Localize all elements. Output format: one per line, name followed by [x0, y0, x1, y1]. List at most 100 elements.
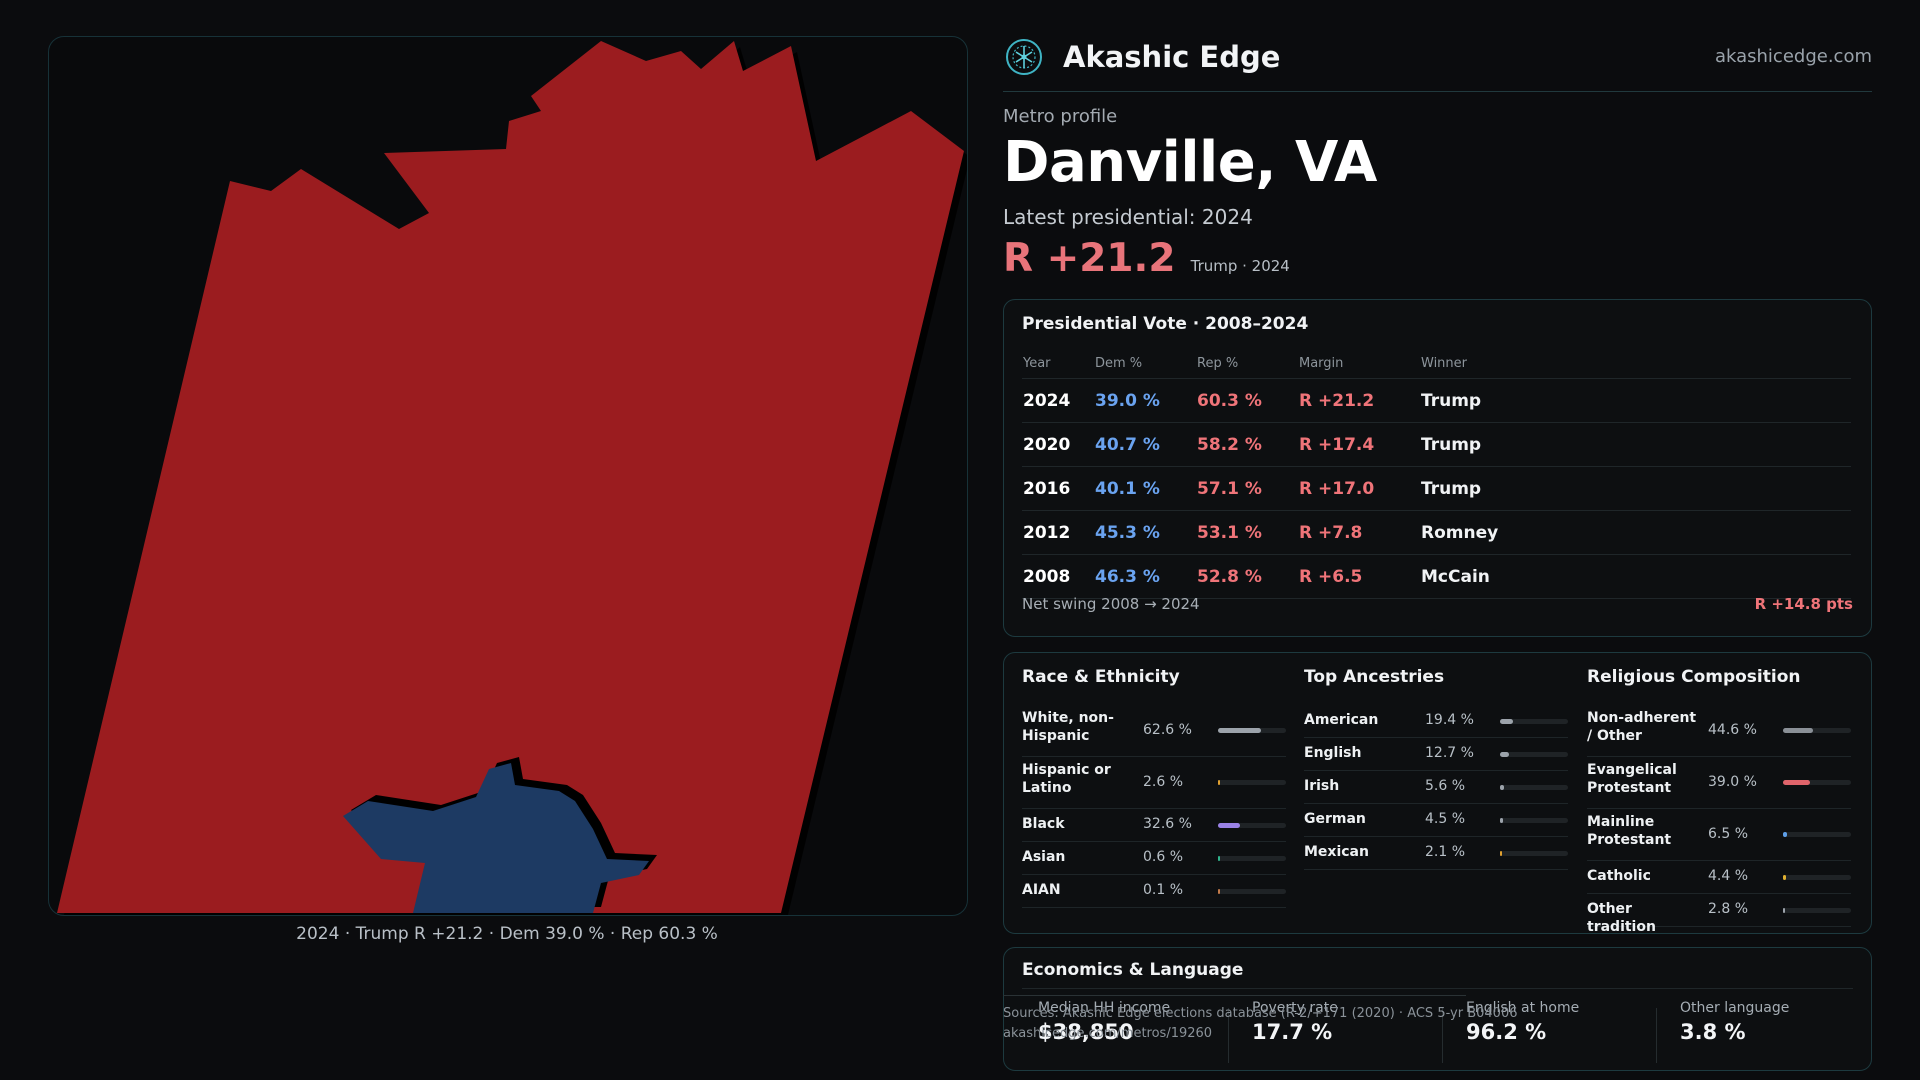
item-value: 6.5 % — [1708, 825, 1749, 842]
section-title: Top Ancestries — [1304, 667, 1445, 687]
share-bar — [1783, 874, 1851, 880]
demo-rows: White, non-Hispanic 62.6 % Hispanic or Lat… — [1022, 705, 1286, 908]
share-bar-fill — [1218, 855, 1220, 861]
site-domain-link[interactable]: akashicedge.com — [1714, 46, 1872, 67]
list-item[interactable]: Mainline Protestant 6.5 % — [1587, 809, 1851, 861]
cell-winner: McCain — [1420, 554, 1851, 599]
item-value: 19.4 % — [1425, 712, 1474, 728]
cell-dem: 40.1 % — [1094, 466, 1196, 511]
cell-margin: R +17.0 — [1298, 466, 1420, 511]
share-bar-fill — [1500, 784, 1504, 790]
cell-rep: 58.2 % — [1196, 422, 1298, 467]
presidential-vote-table: Year Dem % Rep % Margin Winner 2024 39.0… — [1022, 348, 1851, 599]
stat-divider — [1228, 1008, 1229, 1063]
item-label: Evangelical Protestant — [1587, 762, 1677, 796]
item-value: 44.6 % — [1708, 721, 1757, 738]
list-item[interactable]: Other tradition 2.8 % — [1587, 894, 1851, 935]
cell-winner: Trump — [1420, 378, 1851, 423]
akashic-logo-icon[interactable] — [1005, 38, 1043, 76]
list-item[interactable]: Irish 5.6 % — [1304, 771, 1568, 804]
stat-value: 3.8 % — [1680, 1020, 1746, 1044]
net-swing-label: Net swing 2008 → 2024 — [1022, 595, 1200, 613]
cell-margin: R +6.5 — [1298, 554, 1420, 599]
list-item[interactable]: White, non-Hispanic 62.6 % — [1022, 705, 1286, 757]
cell-rep: 57.1 % — [1196, 466, 1298, 511]
cell-rep: 53.1 % — [1196, 510, 1298, 555]
header-divider — [1003, 91, 1872, 92]
cell-winner: Trump — [1420, 422, 1851, 467]
item-value: 5.6 % — [1425, 778, 1466, 794]
stat-english-at-home: English at home 96.2 % — [1466, 1000, 1579, 1044]
item-value: 32.6 % — [1143, 816, 1192, 832]
item-value: 4.5 % — [1425, 811, 1466, 827]
share-bar — [1783, 907, 1851, 913]
table-row[interactable]: 2020 40.7 % 58.2 % R +17.4 Trump — [1022, 422, 1851, 467]
headline-margin: R +21.2 Trump · 2024 — [1003, 236, 1290, 281]
map-city-dem[interactable] — [343, 763, 649, 913]
stat-label: Other language — [1680, 1000, 1790, 1016]
stat-value: 96.2 % — [1466, 1020, 1547, 1044]
list-item[interactable]: Hispanic or Latino 2.6 % — [1022, 757, 1286, 809]
share-bar-fill — [1500, 751, 1509, 757]
brand-name[interactable]: Akashic Edge — [1063, 40, 1281, 74]
list-item[interactable]: Black 32.6 % — [1022, 809, 1286, 842]
table-header-row: Year Dem % Rep % Margin Winner — [1022, 348, 1851, 379]
cell-margin: R +21.2 — [1298, 378, 1420, 423]
list-item[interactable]: English 12.7 % — [1304, 738, 1568, 771]
item-label: Other tradition — [1587, 901, 1656, 935]
item-label: White, non-Hispanic — [1022, 710, 1114, 744]
share-bar-fill — [1783, 874, 1786, 880]
list-item[interactable]: AIAN 0.1 % — [1022, 875, 1286, 908]
item-label: Catholic — [1587, 868, 1651, 884]
table-row[interactable]: 2012 45.3 % 53.1 % R +7.8 Romney — [1022, 510, 1851, 555]
table-row[interactable]: 2024 39.0 % 60.3 % R +21.2 Trump — [1022, 378, 1851, 423]
share-bar-fill — [1783, 780, 1810, 785]
table-row[interactable]: 2016 40.1 % 57.1 % R +17.0 Trump — [1022, 466, 1851, 511]
net-swing-row: Net swing 2008 → 2024 R +14.8 pts — [1022, 595, 1853, 613]
cell-year: 2012 — [1022, 510, 1094, 555]
share-bar-fill — [1783, 832, 1788, 837]
list-item[interactable]: Evangelical Protestant 39.0 % — [1587, 757, 1851, 809]
share-bar-fill — [1218, 728, 1261, 733]
share-bar-fill — [1500, 817, 1504, 823]
list-item[interactable]: Non-adherent / Other 44.6 % — [1587, 705, 1851, 757]
sources-link[interactable]: akashicedge.com/metros/19260 — [1003, 1026, 1213, 1041]
item-value: 39.0 % — [1708, 773, 1757, 790]
demographics-card: Race & Ethnicity White, non-Hispanic 62.6… — [1003, 652, 1872, 935]
list-item[interactable]: Asian 0.6 % — [1022, 842, 1286, 875]
item-label: Asian — [1022, 849, 1066, 865]
metro-map-svg — [57, 41, 967, 915]
stat-poverty-rate: Poverty rate 17.7 % — [1252, 1000, 1338, 1044]
item-label: Non-adherent / Other — [1587, 710, 1697, 744]
list-item[interactable]: German 4.5 % — [1304, 804, 1568, 837]
stat-label: Median HH income — [1038, 1000, 1171, 1016]
cell-dem: 46.3 % — [1094, 554, 1196, 599]
share-bar — [1218, 888, 1286, 894]
share-bar — [1218, 855, 1286, 861]
brand-header: Akashic Edge akashicedge.com — [1003, 38, 1872, 92]
share-bar — [1218, 728, 1286, 733]
item-label: German — [1304, 811, 1366, 827]
cell-dem: 45.3 % — [1094, 510, 1196, 555]
economics-card: Economics & Language Median HH income $3… — [1003, 947, 1872, 1071]
list-item[interactable]: Mexican 2.1 % — [1304, 837, 1568, 870]
share-bar — [1218, 780, 1286, 785]
item-value: 2.8 % — [1708, 901, 1749, 917]
metro-map[interactable] — [48, 36, 968, 916]
map-caption: 2024 · Trump R +21.2 · Dem 39.0 % · Rep … — [296, 924, 718, 944]
table-row[interactable]: 2008 46.3 % 52.8 % R +6.5 McCain — [1022, 554, 1851, 599]
list-item[interactable]: American 19.4 % — [1304, 705, 1568, 738]
stat-label: English at home — [1466, 1000, 1580, 1016]
cell-winner: Romney — [1420, 510, 1851, 555]
section-title: Religious Composition — [1587, 667, 1801, 687]
cell-year: 2024 — [1022, 378, 1094, 423]
item-label: Hispanic or Latino — [1022, 762, 1111, 796]
share-bar-fill — [1218, 822, 1241, 828]
cell-year: 2008 — [1022, 554, 1094, 599]
item-value: 0.1 % — [1143, 882, 1184, 898]
sources-footer: Sources: Akashic Edge elections database… — [1003, 1004, 1518, 1044]
headline-margin-value: R +21.2 — [1003, 236, 1176, 281]
economics-divider — [1022, 988, 1853, 989]
map-county-rep[interactable] — [57, 41, 964, 913]
list-item[interactable]: Catholic 4.4 % — [1587, 861, 1851, 894]
